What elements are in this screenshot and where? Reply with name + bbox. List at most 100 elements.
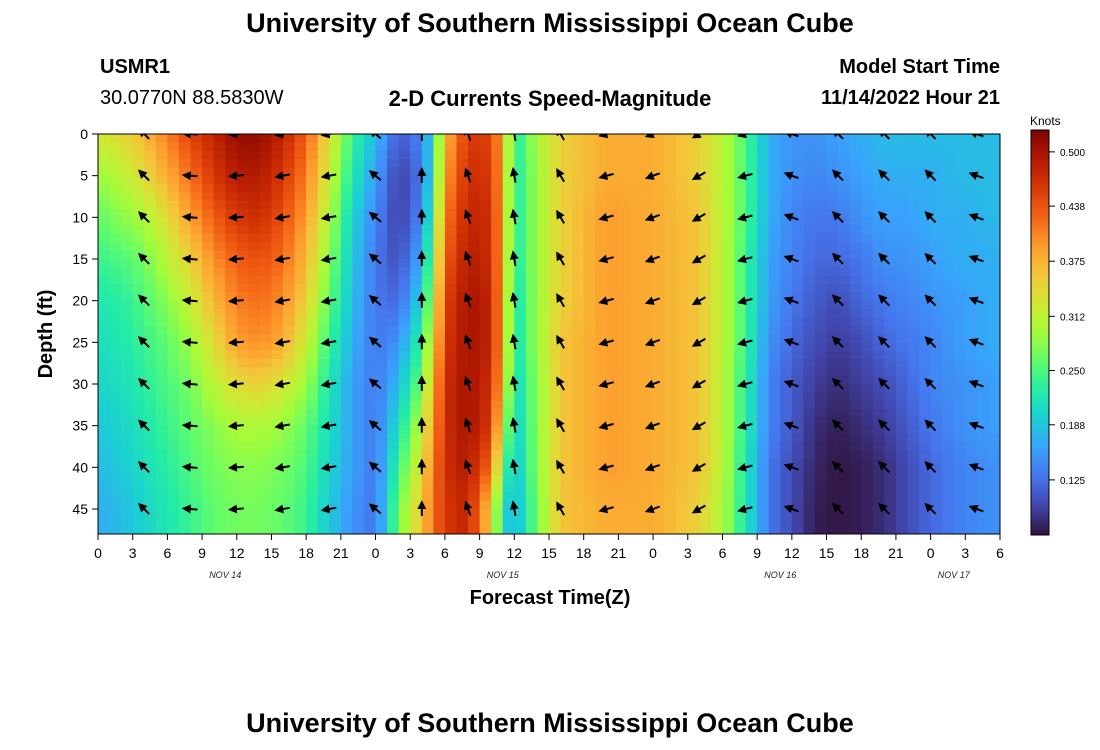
heatmap-cell xyxy=(768,359,781,368)
heatmap-cell xyxy=(595,425,608,435)
heatmap-cell xyxy=(722,200,735,210)
heatmap-cell xyxy=(283,192,296,202)
heatmap-cell xyxy=(930,384,943,393)
heatmap-cell xyxy=(398,200,411,210)
heatmap-cell xyxy=(560,334,573,343)
heatmap-cell xyxy=(710,500,724,510)
heatmap-cell xyxy=(363,184,377,193)
heatmap-cell xyxy=(780,325,793,335)
heatmap-cell xyxy=(618,392,631,402)
current-vector-arrow xyxy=(509,417,519,433)
heatmap-cell xyxy=(155,200,168,210)
current-vector-arrow xyxy=(924,419,937,432)
heatmap-cell xyxy=(687,425,700,435)
heatmap-cell xyxy=(248,434,261,443)
heatmap-cell xyxy=(710,317,724,327)
heatmap-cell xyxy=(641,409,654,418)
heatmap-cell xyxy=(259,334,273,343)
heatmap-cell xyxy=(757,317,770,327)
heatmap-cell xyxy=(456,134,469,143)
heatmap-cell xyxy=(225,392,238,402)
current-vector-arrow xyxy=(924,461,937,474)
heatmap-cell xyxy=(502,250,515,260)
heatmap-cell xyxy=(236,200,249,210)
heatmap-cell xyxy=(814,159,828,168)
heatmap-cell xyxy=(514,142,527,152)
current-vector-arrow xyxy=(644,504,661,514)
heatmap-cell xyxy=(109,425,122,435)
heatmap-cell xyxy=(375,259,388,268)
heatmap-cell xyxy=(976,342,990,352)
heatmap-cell xyxy=(444,250,458,260)
heatmap-cell xyxy=(283,342,296,352)
heatmap-cell xyxy=(849,167,862,177)
heatmap-cell xyxy=(664,359,677,368)
heatmap-cell xyxy=(491,392,504,402)
heatmap-cell xyxy=(803,500,816,510)
heatmap-cell xyxy=(98,275,111,285)
heatmap-cell xyxy=(178,142,192,152)
heatmap-cell xyxy=(537,484,550,493)
current-vector-arrow xyxy=(878,252,891,265)
heatmap-cell xyxy=(444,517,458,527)
heatmap-cell xyxy=(664,517,677,527)
heatmap-cell xyxy=(849,409,862,418)
heatmap-cell xyxy=(410,225,423,235)
heatmap-cell xyxy=(98,167,111,177)
heatmap-cell xyxy=(595,459,608,468)
heatmap-cell xyxy=(976,242,990,252)
heatmap-cell xyxy=(375,284,388,293)
heatmap-cell xyxy=(329,417,342,427)
heatmap-cell xyxy=(699,175,712,185)
heatmap-cell xyxy=(178,409,192,418)
heatmap-cell xyxy=(456,400,469,410)
heatmap-cell xyxy=(930,359,943,368)
heatmap-cell xyxy=(340,442,354,452)
heatmap-cell xyxy=(306,225,319,235)
heatmap-cell xyxy=(699,225,712,235)
heatmap-cell xyxy=(965,425,978,435)
heatmap-cell xyxy=(410,417,423,427)
heatmap-cell xyxy=(306,167,319,177)
heatmap-cell xyxy=(745,167,758,177)
heatmap-cell xyxy=(734,284,747,293)
heatmap-cell xyxy=(814,275,828,285)
heatmap-cell xyxy=(491,217,504,227)
heatmap-cell xyxy=(699,434,712,443)
heatmap-cell xyxy=(757,342,770,352)
heatmap-cell xyxy=(942,384,955,393)
heatmap-cell xyxy=(236,359,249,368)
current-vector-arrow xyxy=(737,504,753,514)
heatmap-cell xyxy=(479,275,492,285)
heatmap-cell xyxy=(953,425,966,435)
y-axis-label: Depth (ft) xyxy=(35,290,57,379)
heatmap-cell xyxy=(190,334,203,343)
heatmap-cell xyxy=(872,517,885,527)
heatmap-cell xyxy=(722,392,735,402)
heatmap-cell xyxy=(861,200,874,210)
heatmap-cell xyxy=(549,159,562,168)
heatmap-cell xyxy=(525,450,539,460)
heatmap-cell xyxy=(514,200,527,210)
heatmap-cell xyxy=(375,234,388,243)
heatmap-cell xyxy=(988,467,1000,477)
heatmap-cell xyxy=(387,267,400,277)
heatmap-cell xyxy=(190,209,203,218)
heatmap-cell xyxy=(468,517,481,527)
heatmap-cell xyxy=(814,267,828,277)
heatmap-cell xyxy=(895,184,909,193)
heatmap-cell xyxy=(387,334,400,343)
heatmap-cell xyxy=(629,400,643,410)
heatmap-cell xyxy=(444,509,458,518)
heatmap-cell xyxy=(190,292,203,302)
heatmap-cell xyxy=(583,525,596,534)
heatmap-cell xyxy=(340,475,354,485)
heatmap-cell xyxy=(572,509,585,518)
heatmap-cell xyxy=(456,459,469,468)
heatmap-cell xyxy=(768,284,781,293)
current-vectors xyxy=(138,134,984,517)
heatmap-cell xyxy=(421,475,434,485)
heatmap-cell xyxy=(595,300,608,310)
heatmap-cell xyxy=(676,359,689,368)
